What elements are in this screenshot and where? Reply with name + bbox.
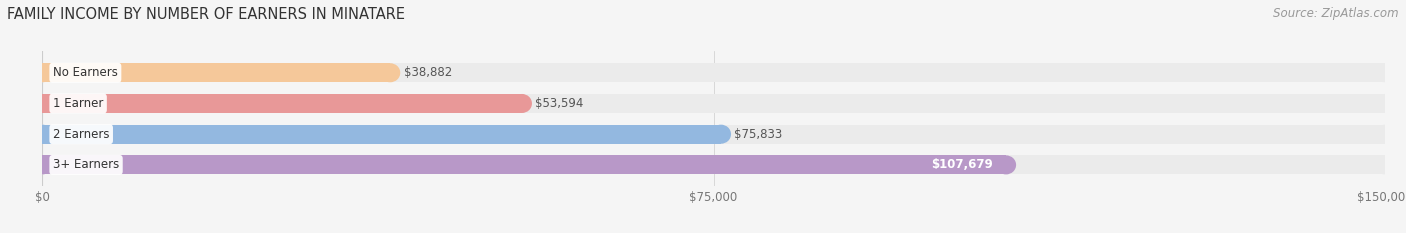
Text: $38,882: $38,882 <box>404 66 451 79</box>
Ellipse shape <box>512 94 531 113</box>
Text: 3+ Earners: 3+ Earners <box>53 158 120 171</box>
Ellipse shape <box>1375 63 1395 82</box>
Ellipse shape <box>32 63 52 82</box>
Ellipse shape <box>711 125 731 144</box>
Ellipse shape <box>32 125 52 144</box>
Bar <box>42 125 721 144</box>
Ellipse shape <box>32 94 52 113</box>
Bar <box>42 155 1385 175</box>
Bar <box>42 63 391 82</box>
Text: FAMILY INCOME BY NUMBER OF EARNERS IN MINATARE: FAMILY INCOME BY NUMBER OF EARNERS IN MI… <box>7 7 405 22</box>
Text: $75,833: $75,833 <box>734 128 783 141</box>
Ellipse shape <box>32 155 52 175</box>
Bar <box>42 125 1385 144</box>
Ellipse shape <box>32 155 52 175</box>
Bar <box>42 94 522 113</box>
Ellipse shape <box>1375 94 1395 113</box>
Bar <box>42 155 1007 175</box>
Text: $53,594: $53,594 <box>536 97 583 110</box>
Text: 2 Earners: 2 Earners <box>53 128 110 141</box>
Ellipse shape <box>380 63 401 82</box>
Ellipse shape <box>995 155 1017 175</box>
Ellipse shape <box>32 125 52 144</box>
Text: Source: ZipAtlas.com: Source: ZipAtlas.com <box>1274 7 1399 20</box>
Text: 1 Earner: 1 Earner <box>53 97 103 110</box>
Text: No Earners: No Earners <box>53 66 118 79</box>
Bar <box>42 94 1385 113</box>
Text: $107,679: $107,679 <box>931 158 993 171</box>
Ellipse shape <box>1375 125 1395 144</box>
Ellipse shape <box>32 63 52 82</box>
Ellipse shape <box>1375 155 1395 175</box>
Bar <box>42 63 1385 82</box>
Ellipse shape <box>32 94 52 113</box>
